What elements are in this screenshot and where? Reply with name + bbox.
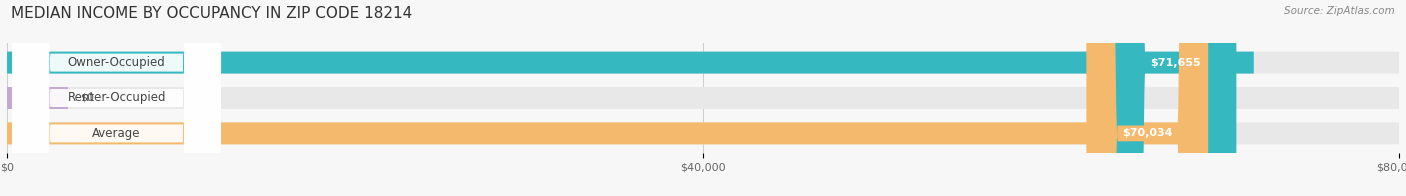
Text: MEDIAN INCOME BY OCCUPANCY IN ZIP CODE 18214: MEDIAN INCOME BY OCCUPANCY IN ZIP CODE 1… bbox=[11, 6, 412, 21]
FancyBboxPatch shape bbox=[1087, 0, 1208, 196]
FancyBboxPatch shape bbox=[7, 52, 1399, 74]
FancyBboxPatch shape bbox=[13, 0, 221, 196]
FancyBboxPatch shape bbox=[7, 122, 1226, 144]
Text: $0: $0 bbox=[80, 93, 94, 103]
FancyBboxPatch shape bbox=[1115, 0, 1236, 196]
Text: Owner-Occupied: Owner-Occupied bbox=[67, 56, 166, 69]
Text: Renter-Occupied: Renter-Occupied bbox=[67, 92, 166, 104]
FancyBboxPatch shape bbox=[7, 87, 67, 109]
FancyBboxPatch shape bbox=[13, 0, 221, 196]
Text: Source: ZipAtlas.com: Source: ZipAtlas.com bbox=[1284, 6, 1395, 16]
FancyBboxPatch shape bbox=[7, 87, 1399, 109]
Text: $71,655: $71,655 bbox=[1150, 58, 1201, 68]
FancyBboxPatch shape bbox=[7, 52, 1254, 74]
FancyBboxPatch shape bbox=[7, 122, 1399, 144]
Text: $70,034: $70,034 bbox=[1122, 128, 1173, 138]
Text: Average: Average bbox=[93, 127, 141, 140]
FancyBboxPatch shape bbox=[13, 0, 221, 196]
